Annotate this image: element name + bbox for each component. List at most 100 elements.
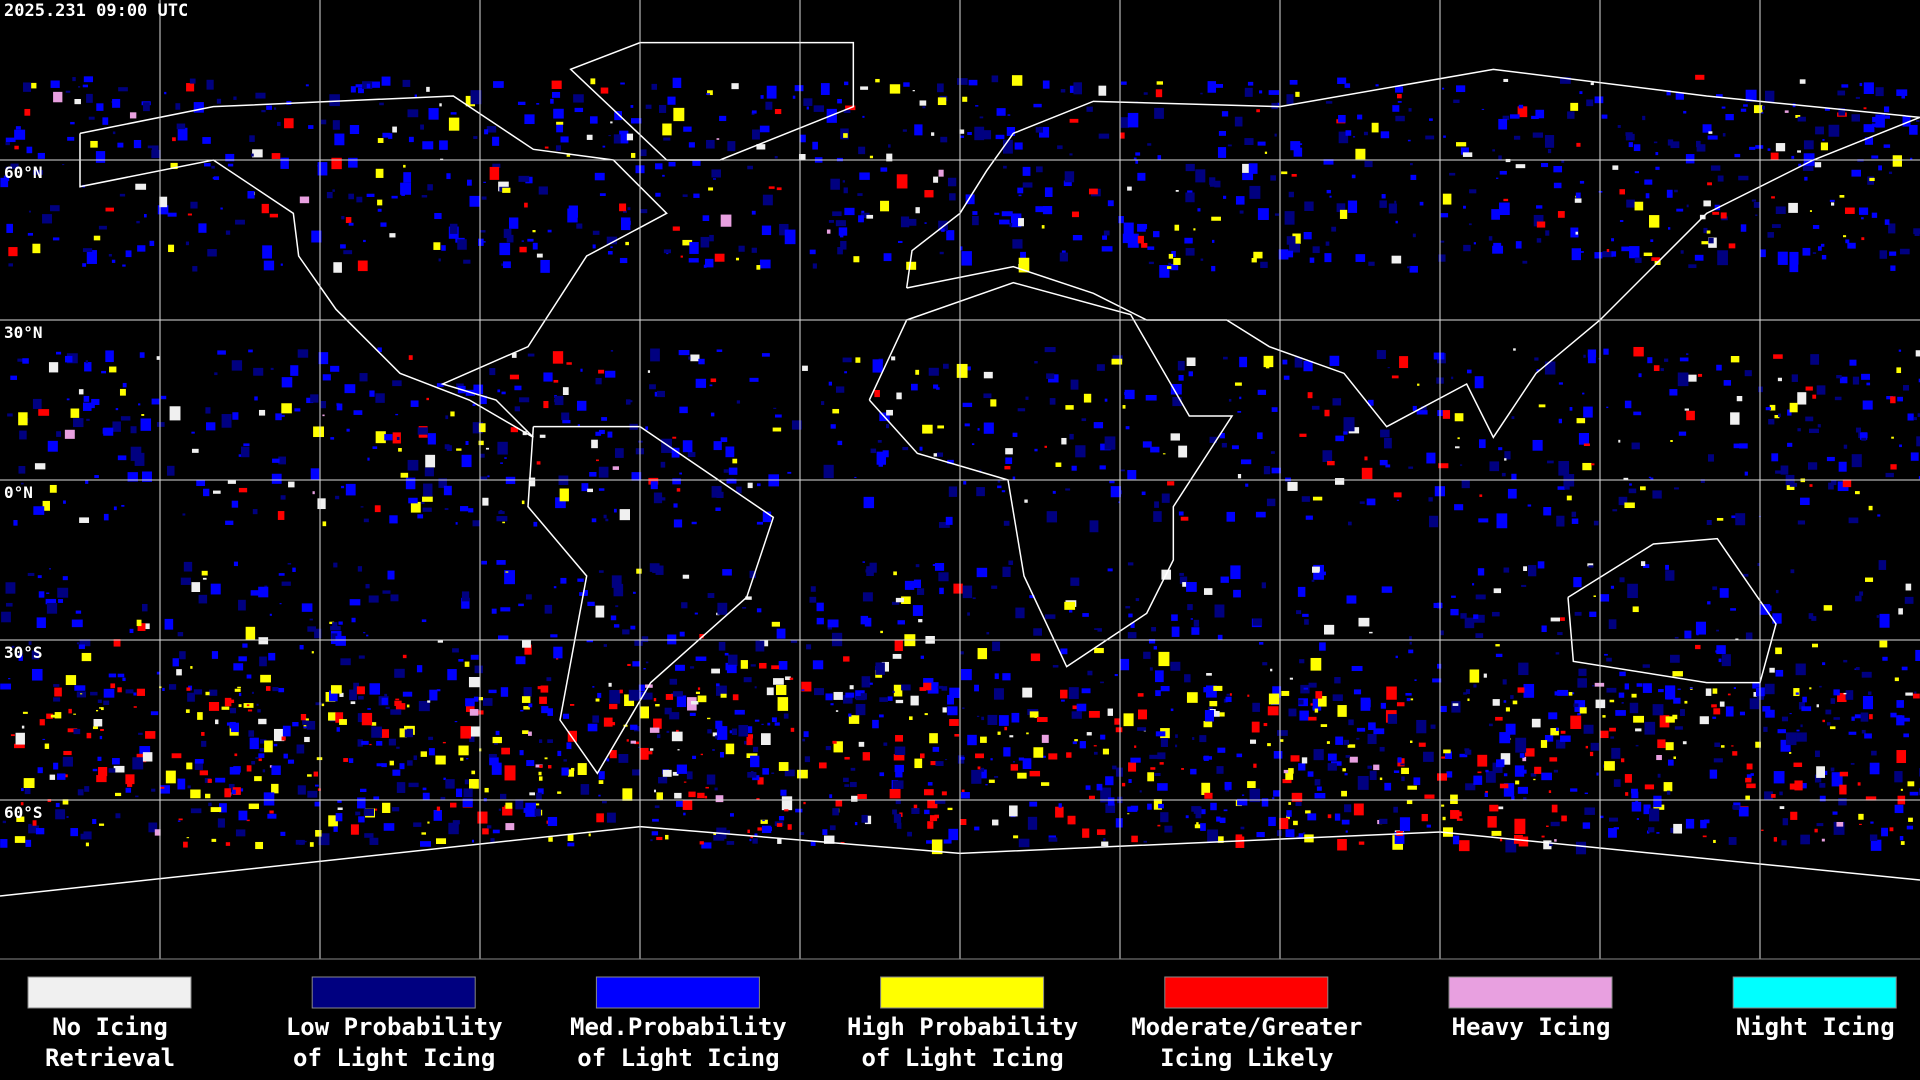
- icing-pixel: [1665, 742, 1674, 751]
- icing-pixel: [1281, 690, 1290, 696]
- icing-pixel: [651, 83, 658, 90]
- icing-pixel: [717, 602, 728, 615]
- icing-pixel: [812, 263, 817, 269]
- icing-pixel: [820, 83, 830, 95]
- icing-pixel: [1233, 589, 1241, 598]
- icing-pixel: [1644, 784, 1655, 790]
- icing-pixel: [125, 250, 132, 258]
- icing-pixel: [673, 519, 683, 528]
- icing-pixel: [1223, 356, 1228, 360]
- icing-pixel: [992, 819, 999, 826]
- icing-pixel: [313, 426, 324, 438]
- icing-pixel: [1355, 254, 1366, 262]
- icing-pixel: [1479, 494, 1483, 497]
- icing-pixel: [1849, 359, 1857, 366]
- icing-pixel: [627, 207, 631, 211]
- icing-pixel: [190, 201, 198, 209]
- icing-pixel: [5, 166, 11, 170]
- icing-pixel: [703, 264, 707, 268]
- icing-pixel: [1824, 108, 1830, 111]
- icing-pixel: [1816, 823, 1824, 827]
- icing-pixel: [417, 514, 424, 519]
- icing-pixel: [1322, 450, 1333, 463]
- icing-pixel: [1441, 804, 1445, 807]
- icing-pixel: [936, 452, 944, 457]
- icing-pixel: [1830, 202, 1835, 206]
- icing-pixel: [258, 753, 265, 758]
- icing-pixel: [675, 664, 685, 671]
- icing-pixel: [1579, 707, 1587, 714]
- icing-pixel: [716, 683, 720, 687]
- icing-pixel: [914, 124, 923, 136]
- icing-pixel: [25, 839, 32, 847]
- icing-pixel: [716, 685, 727, 696]
- icing-pixel: [1553, 182, 1562, 189]
- icing-pixel: [492, 736, 502, 744]
- icing-pixel: [1744, 471, 1748, 476]
- icing-pixel: [608, 682, 612, 687]
- icing-pixel: [934, 563, 945, 571]
- icing-pixel: [923, 682, 932, 691]
- icing-pixel: [1473, 684, 1477, 688]
- icing-pixel: [277, 511, 285, 520]
- icing-pixel: [1044, 187, 1053, 197]
- icing-pixel: [1499, 170, 1507, 175]
- icing-pixel: [880, 630, 883, 634]
- icing-pixel: [1100, 734, 1106, 740]
- icing-pixel: [1713, 839, 1716, 843]
- icing-pixel: [501, 747, 510, 755]
- icing-pixel: [1665, 716, 1675, 723]
- icing-pixel: [1871, 212, 1878, 218]
- icing-pixel: [82, 263, 87, 267]
- icing-pixel: [1721, 106, 1726, 109]
- icing-pixel: [1401, 776, 1405, 782]
- icing-pixel: [1071, 211, 1080, 218]
- icing-pixel: [125, 689, 134, 694]
- icing-pixel: [156, 422, 165, 427]
- icing-pixel: [139, 746, 151, 756]
- icing-pixel: [122, 677, 126, 682]
- icing-pixel: [172, 658, 179, 667]
- icing-pixel: [1213, 83, 1224, 88]
- icing-pixel: [73, 728, 81, 735]
- icing-pixel: [860, 86, 869, 90]
- icing-pixel: [1519, 753, 1525, 758]
- icing-pixel: [1800, 834, 1810, 845]
- icing-pixel: [1426, 824, 1431, 828]
- icing-pixel: [316, 757, 323, 761]
- icing-pixel: [1860, 712, 1869, 722]
- icing-pixel: [348, 157, 358, 168]
- icing-pixel: [1184, 674, 1191, 683]
- icing-pixel: [915, 207, 920, 214]
- icing-pixel: [350, 824, 359, 835]
- icing-pixel: [1566, 495, 1572, 501]
- icing-pixel: [33, 506, 45, 515]
- icing-pixel: [1886, 396, 1893, 400]
- icing-pixel: [1740, 108, 1747, 112]
- icing-pixel: [1211, 265, 1216, 272]
- icing-pixel: [752, 129, 760, 140]
- icing-pixel: [1801, 706, 1812, 712]
- icing-pixel: [1107, 568, 1113, 572]
- icing-pixel: [205, 422, 216, 431]
- icing-pixel: [751, 110, 757, 114]
- icing-pixel: [1570, 715, 1582, 729]
- icing-pixel: [1307, 813, 1317, 821]
- icing-pixel: [428, 108, 439, 120]
- icing-pixel: [1281, 171, 1288, 175]
- icing-pixel: [487, 475, 490, 478]
- icing-pixel: [967, 612, 970, 616]
- icing-pixel: [1319, 642, 1326, 651]
- icing-pixel: [1299, 710, 1309, 721]
- icing-pixel: [1684, 700, 1688, 704]
- icing-pixel: [753, 746, 759, 753]
- icing-pixel: [1505, 723, 1516, 735]
- icing-pixel: [881, 661, 889, 672]
- icing-pixel: [1515, 737, 1527, 753]
- icing-pixel: [1515, 241, 1522, 249]
- icing-pixel: [1901, 666, 1908, 671]
- icing-pixel: [304, 736, 310, 743]
- icing-pixel: [1170, 661, 1181, 671]
- icing-pixel: [68, 708, 72, 714]
- icing-pixel: [1643, 252, 1653, 257]
